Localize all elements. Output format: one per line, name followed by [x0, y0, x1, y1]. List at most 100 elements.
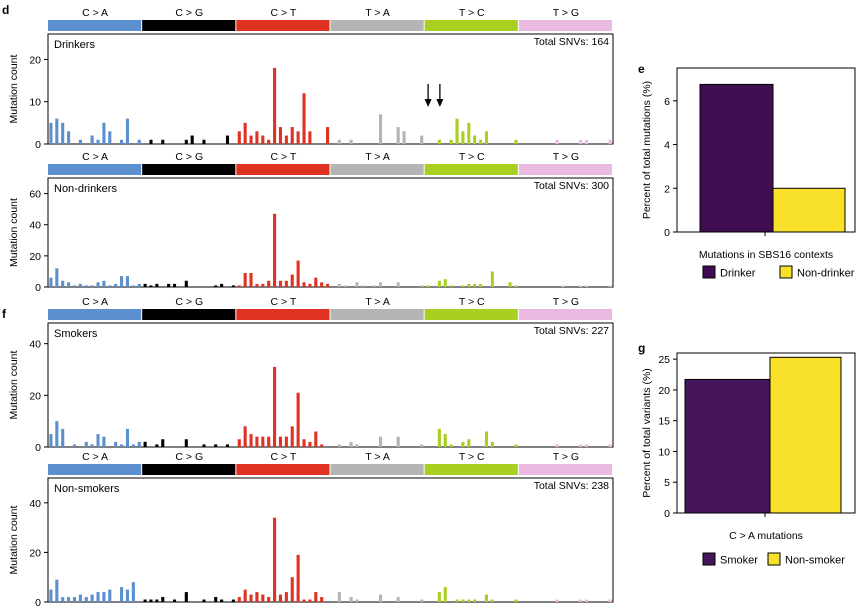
spectrum-bar [290, 577, 294, 602]
spectrum-bar [137, 441, 141, 447]
spectrum-bar [237, 597, 241, 602]
spectrum-bar [584, 444, 589, 447]
spectrum-bar [349, 441, 353, 447]
spectrum-bar [396, 127, 400, 144]
spectrum-bar [443, 434, 447, 447]
mutation-class-band [236, 309, 330, 320]
sample-label: Smokers [54, 328, 98, 340]
spectrum-bar [290, 274, 294, 287]
y-tick-label: 6 [664, 96, 670, 108]
mutation-class-band [236, 164, 330, 175]
panel-label-g: g [638, 341, 645, 355]
spectrum-bar [137, 139, 141, 144]
spectrum-bar [202, 599, 206, 602]
mutation-class-label: C > G [175, 151, 203, 163]
spectrum-bar [120, 587, 124, 602]
spectrum-bar [249, 272, 253, 287]
spectrum-bar [479, 139, 483, 144]
spectrum-bar [102, 280, 106, 287]
spectrum-bar [120, 444, 124, 447]
mutation-class-band [330, 309, 424, 320]
spectrum-bar [90, 594, 94, 602]
spectrum-bar [155, 599, 159, 602]
comparison-bar [699, 83, 774, 233]
spectrum-bar [484, 431, 489, 447]
spectrum-bar [278, 280, 283, 287]
mutation-class-label: T > G [553, 296, 579, 308]
y-tick-label: 10 [658, 446, 670, 458]
spectrum-bar [296, 131, 300, 144]
y-tick-label: 0 [664, 508, 670, 520]
y-axis-label: Mutation count [8, 505, 20, 574]
spectrum-bar [355, 282, 359, 287]
spectrum-bar [561, 285, 565, 287]
spectrum-bar [378, 436, 383, 447]
spectrum-bar [267, 280, 271, 287]
spectrum-bar [343, 285, 347, 287]
spectrum-bar [96, 592, 100, 602]
spectrum-bar [514, 444, 518, 447]
total-snvs: Total SNVs: 227 [534, 325, 609, 337]
total-snvs: Total SNVs: 238 [534, 480, 609, 492]
spectrum-bar [361, 285, 365, 287]
spectrum-bar [278, 594, 283, 602]
spectrum-bar [161, 439, 165, 447]
mutation-class-label: T > C [459, 7, 485, 19]
spectrum-bar [579, 444, 583, 447]
mutation-class-label: C > G [175, 451, 203, 463]
spectrum-bar [96, 434, 100, 447]
spectrum-bar [102, 122, 106, 144]
x-axis-label: Mutations in SBS16 contexts [699, 249, 833, 261]
spectrum-bar [143, 441, 147, 447]
spectrum-bar [90, 285, 94, 287]
spectrum-bar [579, 139, 583, 144]
spectrum-bar [373, 285, 377, 287]
spectrum-bar [49, 122, 53, 144]
spectrum-bar [420, 444, 424, 447]
plot-frame [47, 33, 614, 145]
spectrum-bar [243, 426, 247, 447]
spectrum-bar [149, 285, 153, 287]
spectrum-bar [78, 139, 82, 144]
y-tick-label: 0 [664, 227, 670, 239]
spectrum-bar [84, 597, 88, 602]
spectrum-bar [337, 444, 341, 447]
spectrum-bar [273, 67, 277, 144]
spectrum-bar [302, 93, 306, 144]
legend-swatch [702, 265, 716, 279]
spectrum-bar [243, 122, 247, 144]
y-tick-label: 5 [664, 477, 670, 489]
spectrum-bar [131, 582, 135, 602]
mutation-class-label: C > G [175, 296, 203, 308]
spectrum-bar [137, 283, 141, 287]
spectrum-bar [484, 131, 489, 144]
x-axis-label: C > A mutations [729, 530, 803, 542]
spectrum-bar [108, 589, 112, 602]
spectrum-bar [378, 114, 383, 144]
spectrum-bar [55, 118, 59, 144]
spectrum-bar [267, 597, 271, 602]
mutation-class-band [142, 20, 236, 31]
spectrum-bar [125, 276, 129, 287]
spectrum-bar [402, 131, 406, 144]
spectrum-bar [420, 599, 424, 602]
spectrum-bar [225, 444, 230, 447]
spectrum-bar [290, 426, 294, 447]
mutation-class-band [142, 309, 236, 320]
spectrum-bar [278, 127, 283, 144]
spectrum-bar [120, 139, 124, 144]
spectrum-bar [326, 127, 330, 144]
spectrum-bar [243, 272, 247, 287]
spectrum-bar [449, 285, 453, 287]
spectrum-bar [461, 599, 465, 602]
spectrum-bar [608, 599, 612, 602]
spectrum-bar [220, 283, 224, 287]
spectrum-bar [184, 280, 188, 287]
mutation-class-band [424, 464, 518, 475]
mutation-class-band [330, 20, 424, 31]
spectrum-bar [467, 283, 471, 287]
spectrum-bar [308, 131, 312, 144]
plot-frame [47, 177, 614, 288]
spectrum-bar [72, 597, 77, 602]
y-tick-label: 0 [35, 282, 41, 294]
